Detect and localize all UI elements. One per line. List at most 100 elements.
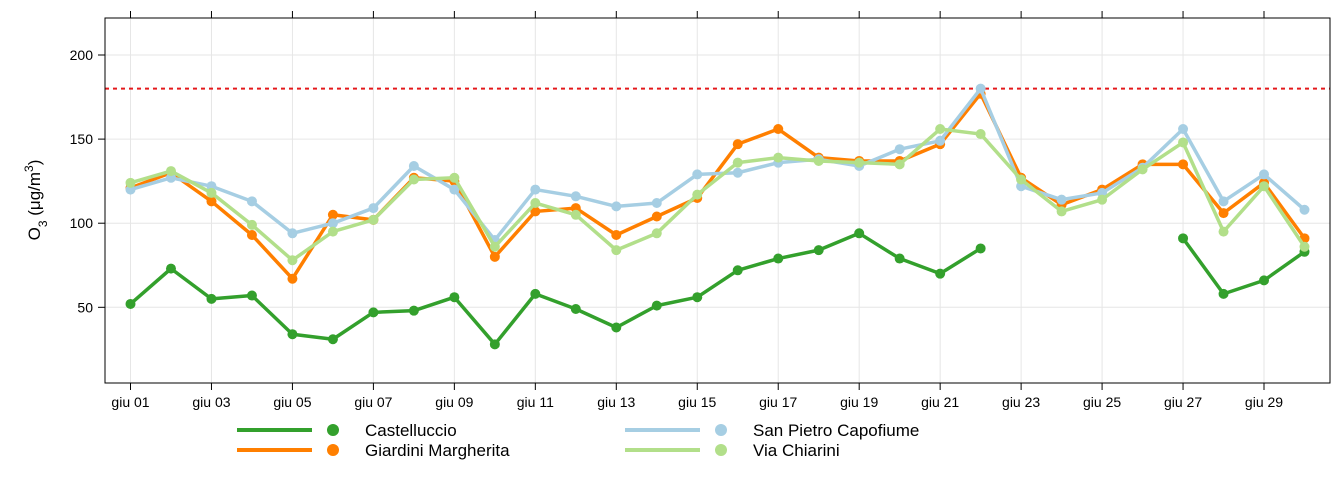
data-point	[327, 209, 338, 220]
y-axis-label-part: O	[25, 227, 44, 240]
data-point	[935, 268, 946, 279]
y-tick-label: 100	[70, 215, 94, 231]
data-point	[530, 184, 541, 195]
data-point	[287, 273, 298, 284]
data-point	[368, 203, 379, 214]
plot-frame	[104, 17, 1331, 384]
data-point	[692, 292, 703, 303]
data-point	[894, 159, 905, 170]
data-point	[854, 157, 865, 168]
data-point	[408, 161, 419, 172]
legend-dot	[327, 444, 339, 456]
data-point	[489, 241, 500, 252]
data-point	[125, 177, 136, 188]
data-point	[651, 300, 662, 311]
x-tick-label: giu 03	[192, 394, 230, 410]
data-point	[1056, 194, 1067, 205]
data-point	[1299, 241, 1310, 252]
data-point	[125, 298, 136, 309]
data-point	[1218, 196, 1229, 207]
data-point	[1299, 204, 1310, 215]
legend-dot	[327, 424, 339, 436]
x-tick-label: giu 07	[354, 394, 392, 410]
legend-label: Via Chiarini	[753, 441, 840, 460]
x-tick-label: giu 15	[678, 394, 716, 410]
y-axis-label: O3 (μg/m3)	[22, 160, 50, 241]
data-point	[368, 214, 379, 225]
y-axis-label-part: (μg/m	[25, 172, 44, 221]
data-point	[1097, 194, 1108, 205]
data-point	[611, 322, 622, 333]
data-point	[165, 166, 176, 177]
data-point	[246, 196, 257, 207]
data-point	[327, 218, 338, 229]
data-point	[408, 174, 419, 185]
series-line	[130, 127, 1306, 262]
series-line	[129, 231, 1306, 347]
data-point	[611, 245, 622, 256]
data-point	[530, 206, 541, 217]
data-point	[1016, 174, 1027, 185]
data-point	[246, 219, 257, 230]
data-point	[975, 243, 986, 254]
data-point	[894, 253, 905, 264]
data-point	[975, 129, 986, 140]
data-point	[408, 305, 419, 316]
data-point	[692, 169, 703, 180]
data-point	[1178, 137, 1189, 148]
x-tick-label: giu 09	[435, 394, 473, 410]
data-point	[651, 228, 662, 239]
data-point	[489, 339, 500, 350]
data-point	[1178, 124, 1189, 135]
data-point	[935, 124, 946, 135]
data-point	[732, 139, 743, 150]
data-point	[732, 157, 743, 168]
x-tick-label: giu 23	[1002, 394, 1040, 410]
y-tick-label: 150	[70, 131, 94, 147]
data-point	[570, 191, 581, 202]
x-tick-label: giu 05	[273, 394, 311, 410]
data-point	[287, 329, 298, 340]
data-point	[732, 167, 743, 178]
series-line	[130, 86, 1306, 242]
data-point	[206, 293, 217, 304]
data-point	[651, 198, 662, 209]
data-point	[530, 288, 541, 299]
data-point	[570, 303, 581, 314]
data-point	[368, 307, 379, 318]
data-point	[611, 201, 622, 212]
data-point	[611, 229, 622, 240]
data-point	[692, 189, 703, 200]
data-point	[206, 187, 217, 198]
x-tick-label: giu 17	[759, 394, 797, 410]
data-point	[570, 209, 581, 220]
data-point	[1178, 159, 1189, 170]
x-tick-label: giu 29	[1245, 394, 1283, 410]
data-point	[894, 144, 905, 155]
x-tick-label: giu 11	[517, 394, 554, 410]
data-point	[165, 263, 176, 274]
x-tick-label: giu 13	[597, 394, 635, 410]
y-axis-label-part: )	[25, 160, 44, 166]
data-point	[813, 155, 824, 166]
data-point	[1218, 288, 1229, 299]
data-point	[327, 334, 338, 345]
data-point	[813, 245, 824, 256]
data-point	[1137, 164, 1148, 175]
data-point	[287, 228, 298, 239]
data-point	[1259, 181, 1270, 192]
data-point	[1218, 208, 1229, 219]
x-tick-label: giu 21	[921, 394, 959, 410]
data-point	[975, 83, 986, 94]
data-point	[1056, 206, 1067, 217]
y-tick-label: 200	[70, 47, 94, 63]
legend-label: Giardini Margherita	[365, 441, 510, 460]
data-point	[287, 255, 298, 266]
y-tick-label: 50	[77, 299, 93, 315]
data-point	[489, 251, 500, 262]
legend-dot	[715, 444, 727, 456]
y-axis-label-part: 3	[36, 220, 50, 227]
data-point	[327, 226, 338, 237]
